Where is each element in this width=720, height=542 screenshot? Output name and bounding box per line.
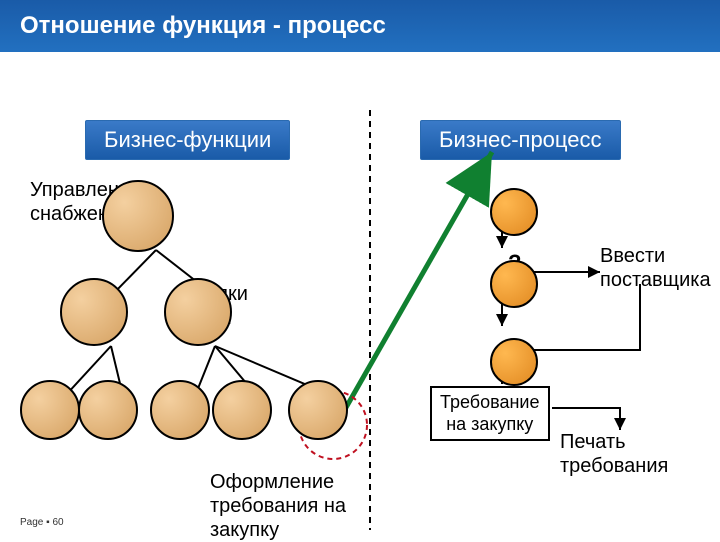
req-formation-label: Оформлениетребования назакупку xyxy=(210,470,346,542)
tree-node xyxy=(212,380,272,440)
enter-supplier-label: Ввестипоставщика xyxy=(600,244,711,292)
tree-node xyxy=(164,278,232,346)
tree-node xyxy=(288,380,348,440)
process-node xyxy=(490,188,538,236)
tree-node xyxy=(20,380,80,440)
page-title: Отношение функция - процесс xyxy=(0,0,720,52)
tree-node xyxy=(102,180,174,252)
left-title: Бизнес-функции xyxy=(85,120,290,160)
print-req-label: Печатьтребования xyxy=(560,430,668,478)
process-node xyxy=(490,260,538,308)
tree-node xyxy=(78,380,138,440)
tree-node xyxy=(60,278,128,346)
right-title: Бизнес-процесс xyxy=(420,120,621,160)
tree-node xyxy=(150,380,210,440)
purchase-req-box: Требованиена закупку xyxy=(430,386,550,441)
process-node xyxy=(490,338,538,386)
page-footer: Page ▪ 60 xyxy=(20,517,64,528)
